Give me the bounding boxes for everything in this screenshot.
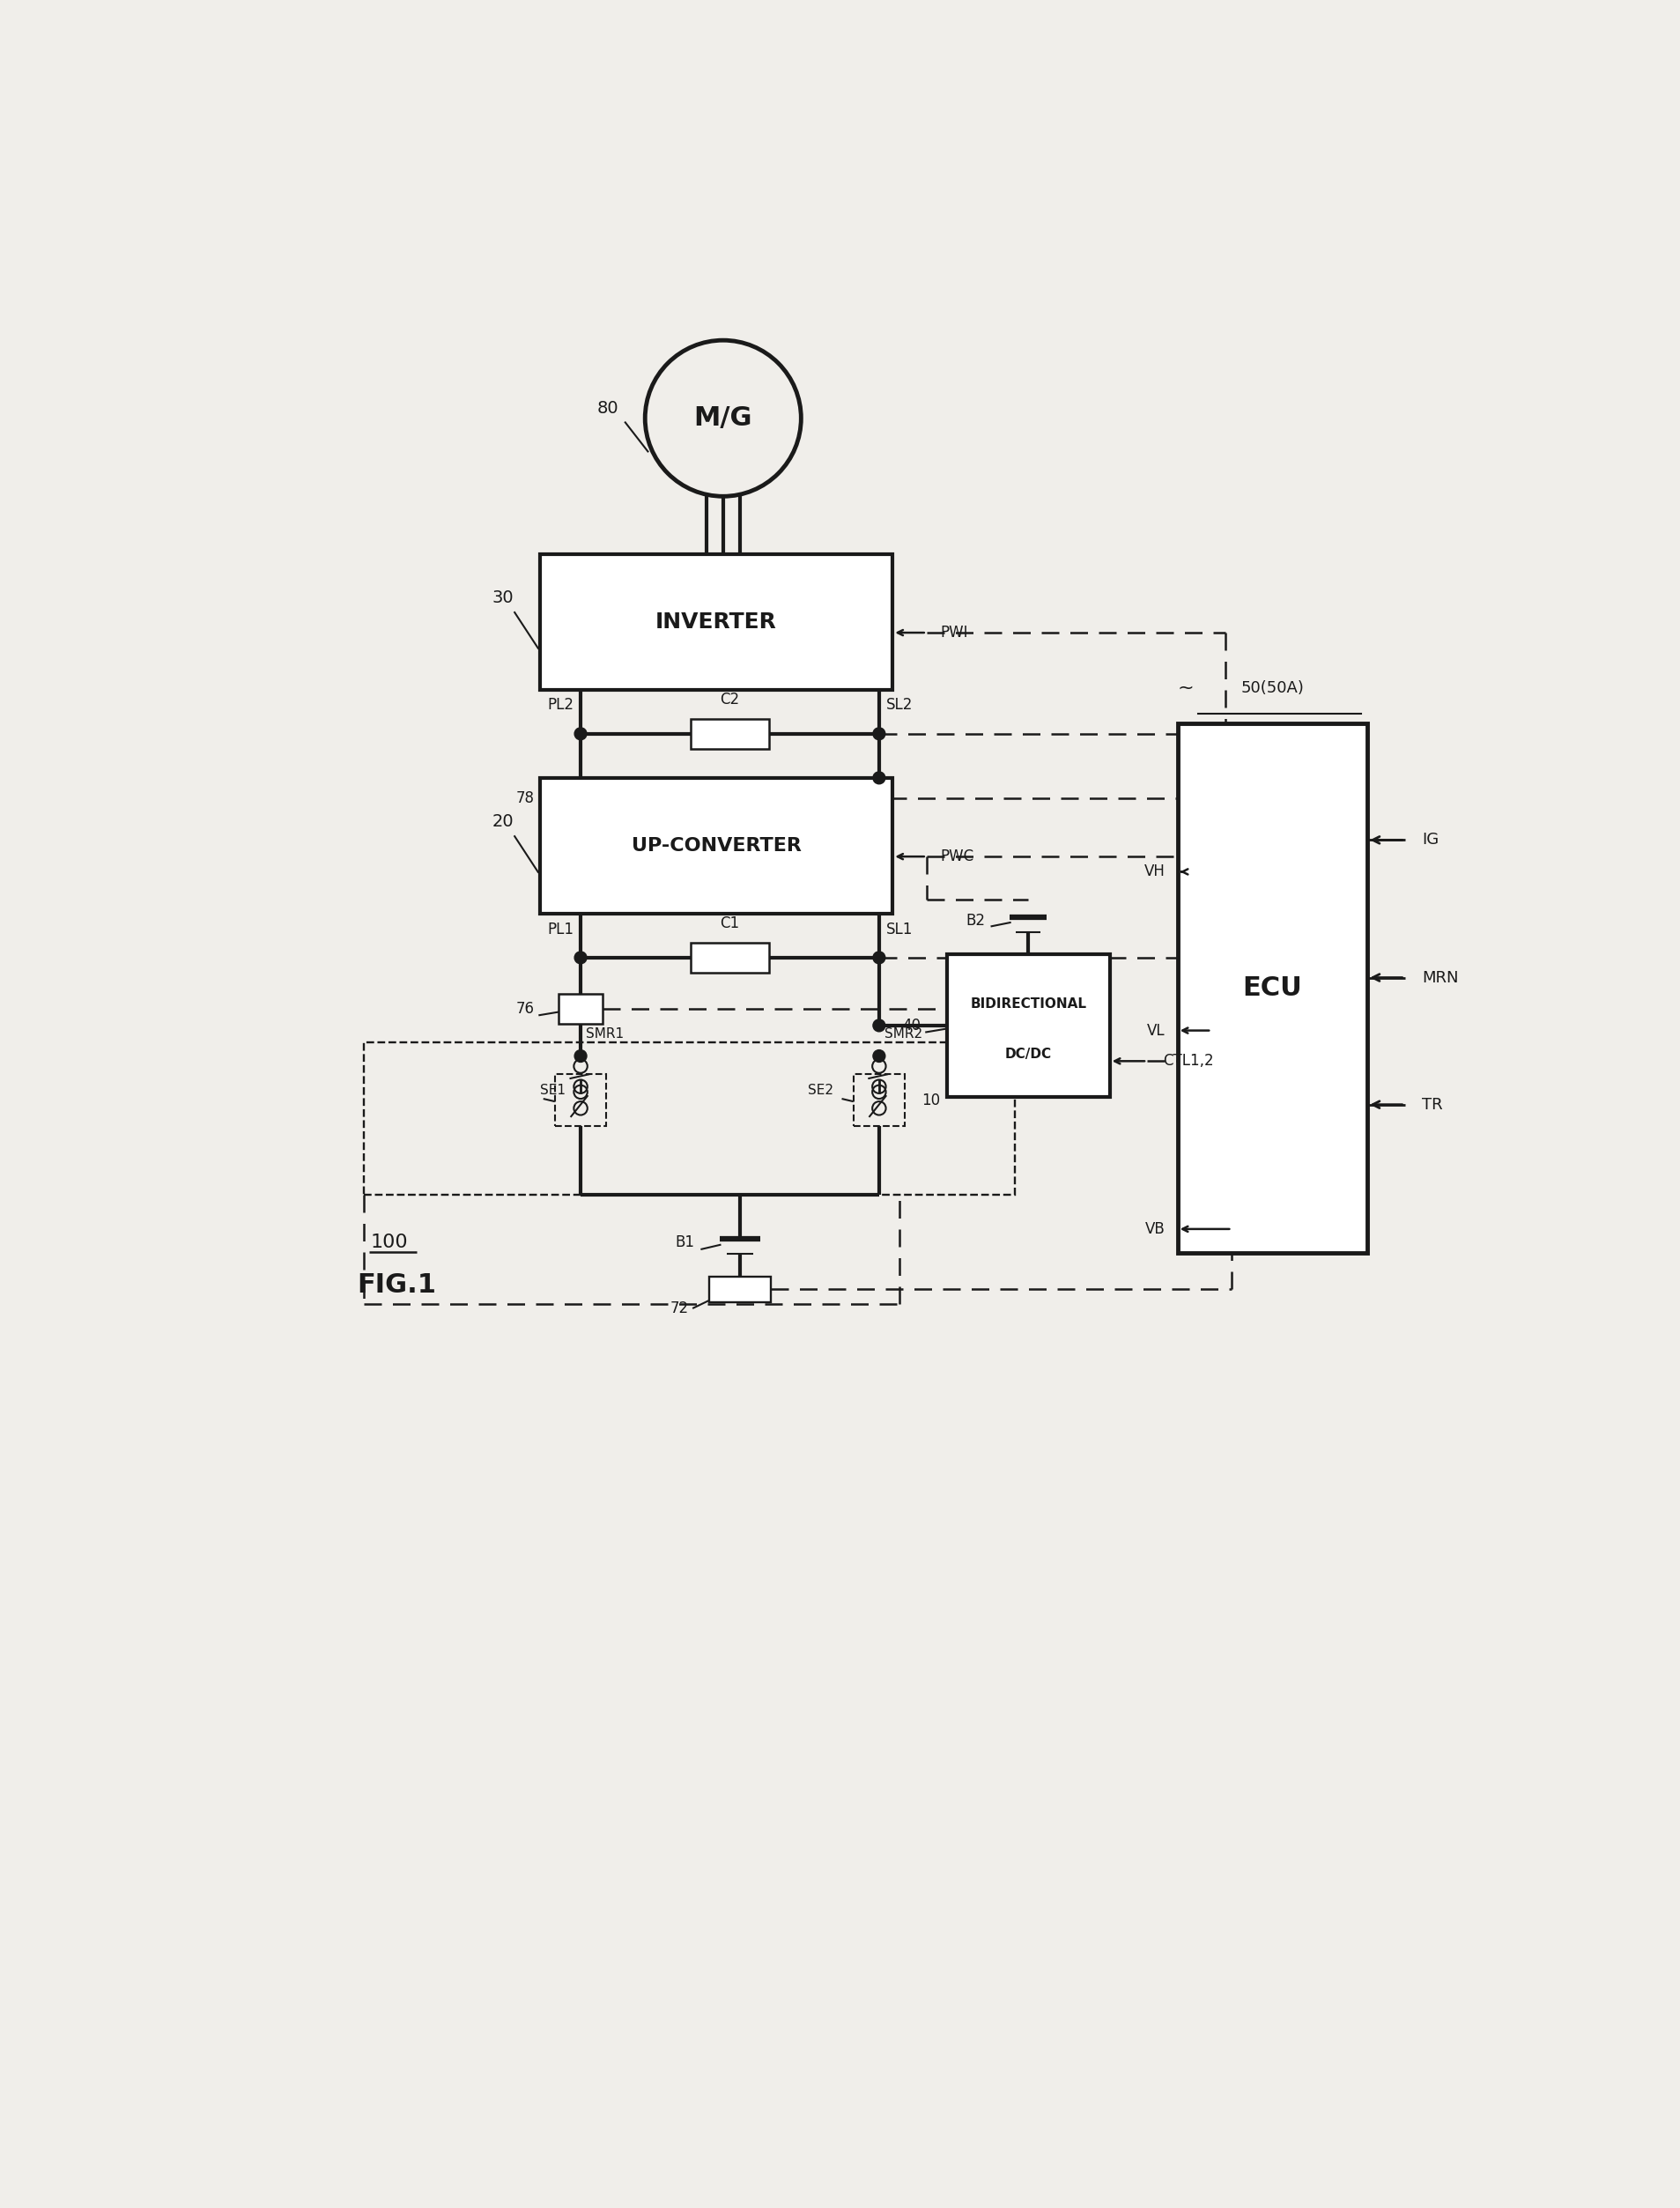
Text: PL2: PL2 bbox=[548, 698, 573, 713]
Text: DC/DC: DC/DC bbox=[1005, 1047, 1052, 1060]
Text: PL1: PL1 bbox=[548, 921, 573, 936]
Text: 72: 72 bbox=[669, 1301, 687, 1316]
Bar bbox=[539, 554, 892, 689]
Text: C2: C2 bbox=[719, 691, 739, 709]
Text: PWC: PWC bbox=[939, 848, 973, 866]
Text: TR: TR bbox=[1421, 1097, 1441, 1113]
Text: MRN: MRN bbox=[1421, 969, 1458, 985]
Text: SMR1: SMR1 bbox=[586, 1027, 623, 1040]
Bar bbox=[559, 784, 601, 813]
Text: B1: B1 bbox=[674, 1234, 694, 1250]
Text: 20: 20 bbox=[492, 813, 512, 830]
Text: VL: VL bbox=[1146, 1022, 1164, 1038]
Circle shape bbox=[872, 952, 885, 963]
Text: PWI: PWI bbox=[939, 625, 968, 640]
Text: SL1: SL1 bbox=[885, 921, 912, 936]
Text: B2: B2 bbox=[966, 912, 984, 927]
Text: 100: 100 bbox=[370, 1234, 408, 1252]
Text: M/G: M/G bbox=[694, 406, 753, 431]
Text: ECU: ECU bbox=[1242, 976, 1302, 1000]
Text: 80: 80 bbox=[596, 400, 618, 417]
Text: IG: IG bbox=[1421, 832, 1438, 848]
Bar bbox=[1178, 724, 1368, 1252]
Circle shape bbox=[575, 1051, 586, 1062]
Bar bbox=[709, 1276, 769, 1303]
Bar bbox=[946, 954, 1109, 1097]
Bar bbox=[554, 1075, 606, 1126]
Circle shape bbox=[872, 729, 885, 740]
Text: 10: 10 bbox=[921, 1093, 939, 1108]
Text: 76: 76 bbox=[516, 1000, 534, 1016]
Bar bbox=[690, 943, 769, 972]
Text: SE2: SE2 bbox=[808, 1084, 833, 1097]
Text: SL2: SL2 bbox=[885, 698, 912, 713]
Text: BIDIRECTIONAL: BIDIRECTIONAL bbox=[969, 998, 1085, 1011]
Text: VH: VH bbox=[1144, 863, 1164, 879]
Bar bbox=[363, 1042, 1015, 1195]
Circle shape bbox=[575, 952, 586, 963]
Text: ~: ~ bbox=[1178, 680, 1193, 698]
Text: CTL1,2: CTL1,2 bbox=[1163, 1053, 1213, 1069]
Circle shape bbox=[872, 1051, 885, 1062]
Text: 78: 78 bbox=[516, 790, 534, 806]
Text: UP-CONVERTER: UP-CONVERTER bbox=[632, 837, 801, 854]
Circle shape bbox=[575, 729, 586, 740]
Circle shape bbox=[872, 773, 885, 784]
Text: C1: C1 bbox=[719, 916, 739, 932]
Text: INVERTER: INVERTER bbox=[655, 612, 776, 631]
Bar bbox=[539, 777, 892, 914]
Bar bbox=[853, 1075, 904, 1126]
Text: 40: 40 bbox=[902, 1018, 921, 1033]
Bar bbox=[559, 994, 601, 1025]
Text: 30: 30 bbox=[492, 590, 512, 607]
Text: SE1: SE1 bbox=[539, 1084, 564, 1097]
Text: SMR2: SMR2 bbox=[884, 1027, 922, 1040]
Circle shape bbox=[872, 1020, 885, 1031]
Text: 50(50A): 50(50A) bbox=[1240, 680, 1304, 696]
Text: FIG.1: FIG.1 bbox=[356, 1272, 435, 1298]
Bar bbox=[690, 720, 769, 749]
Text: VB: VB bbox=[1144, 1221, 1164, 1236]
